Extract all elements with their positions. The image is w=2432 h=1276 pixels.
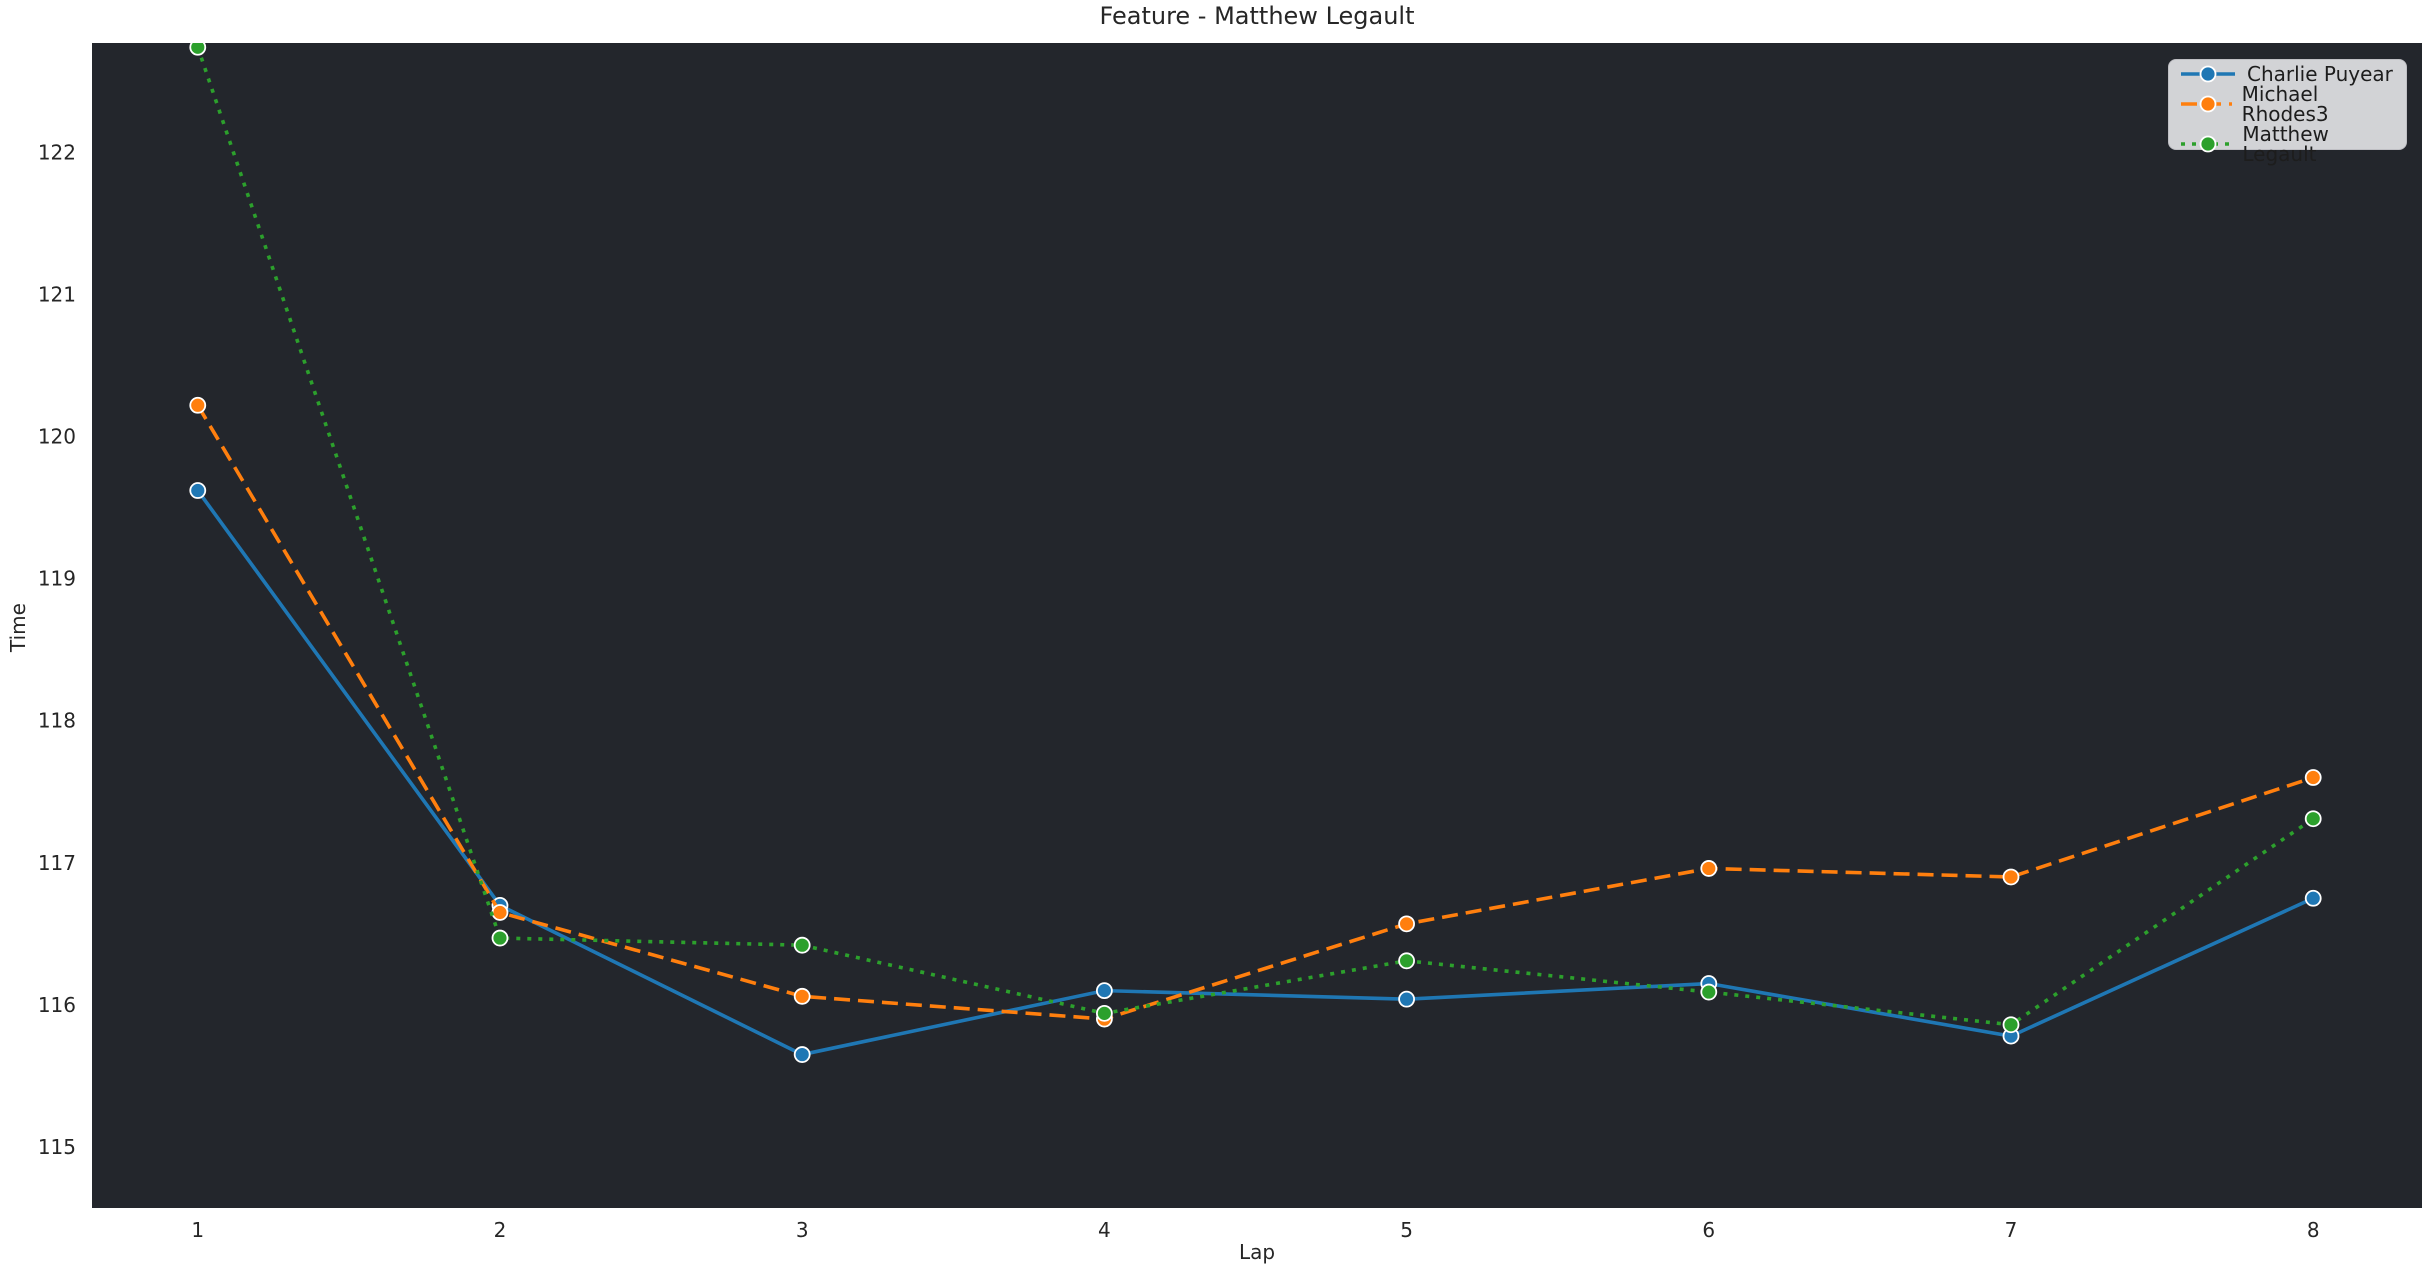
legend-line-sample-icon [2181, 135, 2233, 153]
chart-title: Feature - Matthew Legault [1099, 2, 1415, 30]
data-point-marker [1700, 983, 1718, 1001]
series-line [196, 46, 2315, 1027]
data-point-marker [1095, 1004, 1113, 1022]
legend-sample-marker [2199, 65, 2217, 83]
data-point-marker [491, 929, 509, 947]
y-tick-label: 120 [38, 425, 76, 449]
series-line [196, 489, 2314, 1057]
data-point-marker [2304, 810, 2322, 828]
y-tick-label: 122 [38, 140, 76, 164]
x-tick-label: 8 [2307, 1218, 2320, 1242]
data-point-marker [1398, 952, 1415, 970]
legend-item: Michael Rhodes3 [2179, 84, 2396, 124]
series-group [189, 396, 2322, 1028]
legend-label: Matthew Legault [2242, 122, 2329, 166]
data-point-marker [1700, 860, 1718, 877]
plot-area [92, 43, 2422, 1208]
x-tick-label: 6 [1702, 1218, 1715, 1242]
legend-item: Matthew Legault [2179, 124, 2396, 164]
y-tick-label: 116 [38, 993, 76, 1017]
y-tick-label: 118 [38, 709, 76, 733]
y-tick-label: 117 [38, 851, 76, 875]
x-axis-label: Lap [1238, 1240, 1276, 1264]
x-tick-label: 4 [1098, 1218, 1111, 1242]
y-tick-label: 119 [38, 567, 76, 591]
y-tick-label: 121 [38, 282, 76, 306]
data-point-marker [793, 987, 811, 1005]
legend-line-sample-icon [2181, 65, 2235, 83]
legend-line-sample-icon [2181, 95, 2232, 113]
data-point-marker [2002, 1016, 2020, 1034]
y-axis-label: Time [6, 603, 30, 652]
data-point-marker [2304, 769, 2322, 786]
legend-label: Michael Rhodes3 [2241, 82, 2329, 126]
x-tick-label: 1 [191, 1218, 204, 1242]
legend-label: Charlie Puyear [2247, 62, 2393, 86]
data-point-marker [2304, 889, 2322, 907]
legend-sample-marker [2199, 95, 2217, 113]
legend-item: Charlie Puyear [2179, 64, 2396, 84]
data-point-marker [1398, 915, 1415, 933]
x-tick-label: 7 [2005, 1218, 2018, 1242]
data-point-marker [1398, 990, 1415, 1008]
y-tick-label: 115 [38, 1135, 76, 1159]
x-tick-label: 5 [1400, 1218, 1413, 1242]
legend: Charlie Puyear Michael Rhodes3 Matthew Leg… [2168, 59, 2407, 164]
data-point-marker [189, 43, 207, 56]
data-point-marker [793, 936, 811, 954]
x-tick-label: 2 [494, 1218, 507, 1242]
data-point-marker [189, 482, 207, 499]
data-point-marker [491, 904, 509, 921]
data-point-marker [189, 396, 207, 414]
data-point-marker [793, 1046, 811, 1063]
x-tick-label: 3 [796, 1218, 809, 1242]
data-point-marker [1095, 982, 1113, 1000]
series-group [189, 43, 2322, 1034]
data-point-marker [2002, 868, 2020, 886]
legend-sample-marker [2199, 135, 2217, 153]
